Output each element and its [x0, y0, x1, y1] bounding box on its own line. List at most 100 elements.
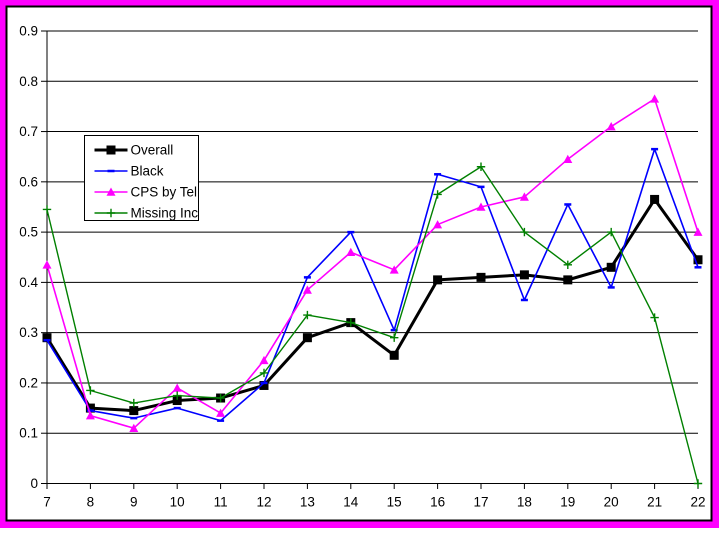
series-cps-by-tel-line: [46, 98, 699, 429]
x-tick-label: 15: [387, 495, 402, 510]
cps-by-tel-triangle-marker: [606, 122, 616, 131]
cps-by-tel-triangle-marker: [433, 220, 443, 229]
black-dash-marker: [607, 286, 615, 289]
cps-by-tel-triangle-marker: [172, 383, 182, 392]
cps-by-tel-triangle-marker: [85, 411, 95, 420]
overall-square-marker: [389, 350, 399, 360]
x-tick-label: 18: [517, 495, 532, 510]
overall-square-marker: [650, 194, 660, 204]
overall-square-marker: [563, 275, 573, 285]
series-overall-line: [45, 197, 700, 413]
series-overall: [42, 194, 703, 416]
x-tick-label: 7: [43, 495, 51, 510]
overall-square-marker: [129, 406, 139, 416]
overall-square-marker: [85, 403, 95, 413]
missing-inc-plus-marker: [520, 227, 529, 237]
black-dash-marker: [390, 328, 398, 332]
gridlines: [47, 30, 698, 434]
legend-item-missing-inc: Missing Inc: [94, 206, 199, 221]
missing-inc-plus-marker: [476, 162, 486, 171]
legend-item-cps-by-tel: CPS by Tel: [94, 185, 197, 200]
y-tick-label: 0: [30, 476, 38, 491]
legend-missing-inc-plus-marker: [106, 208, 116, 218]
x-tick-label: 14: [343, 495, 359, 510]
y-tick-label: 0.8: [19, 74, 38, 89]
x-tick-label: 12: [256, 495, 271, 510]
missing-inc-plus-marker: [693, 479, 703, 488]
black-dash-marker: [347, 230, 355, 234]
series-missing-inc: [42, 162, 703, 488]
legend-item-black: Black: [94, 164, 164, 179]
overall-square-marker: [476, 272, 486, 282]
legend: Overall Black CPS by Tel Missing Inc: [84, 135, 199, 221]
cps-by-tel-triangle-marker: [563, 154, 573, 164]
overall-square-marker: [693, 255, 703, 265]
x-tick-label: 21: [647, 495, 662, 510]
series-cps-by-tel: [42, 94, 703, 432]
y-tick-label: 0.4: [19, 275, 38, 290]
legend-cps-by-tel-triangle-marker: [106, 187, 116, 196]
x-tick-label: 17: [473, 495, 488, 510]
y-tick-label: 0.6: [19, 174, 38, 189]
black-dash-marker: [564, 203, 572, 206]
missing-inc-plus-marker: [607, 227, 616, 237]
legend-overall-square-marker: [106, 145, 116, 155]
missing-inc-plus-marker: [129, 398, 138, 408]
y-tick-label: 0.1: [19, 426, 38, 441]
overall-square-marker: [519, 270, 529, 280]
series-black-line: [46, 148, 699, 422]
x-tick-label: 13: [300, 495, 315, 510]
black-dash-marker: [694, 266, 702, 269]
x-tick-label: 10: [170, 495, 185, 510]
legend-item-overall: Overall: [94, 143, 174, 158]
y-tick-label: 0.3: [19, 325, 38, 340]
black-dash-marker: [43, 338, 51, 342]
missing-inc-plus-marker: [173, 391, 182, 400]
missing-inc-plus-marker: [563, 260, 572, 269]
black-dash-marker: [130, 416, 138, 420]
cps-by-tel-triangle-marker: [302, 285, 312, 294]
black-dash-marker: [303, 276, 311, 279]
black-dash-marker: [651, 147, 659, 151]
overall-square-marker: [606, 262, 616, 272]
black-dash-marker: [477, 185, 485, 189]
y-tick-label: 0.7: [19, 124, 38, 139]
inner-border: [5, 5, 713, 522]
x-tick-label: 9: [130, 495, 138, 510]
axis-ticks: 0 0.1 0.2 0.3 0.4 0.5 0.6 0.7 0.8 0.9 7 8 9 10 11 12 13 1…: [19, 24, 705, 510]
overall-square-marker: [433, 275, 443, 285]
cps-by-tel-triangle-marker: [476, 202, 486, 211]
y-tick-label: 0.9: [19, 24, 38, 39]
legend-label-black: Black: [131, 164, 164, 179]
x-tick-label: 11: [214, 495, 228, 510]
missing-inc-plus-marker: [259, 368, 269, 378]
missing-inc-plus-marker: [86, 386, 95, 395]
missing-inc-plus-marker: [42, 205, 52, 214]
overall-square-marker: [42, 333, 52, 343]
x-tick-label: 22: [690, 495, 705, 510]
x-tick-label: 19: [560, 495, 575, 510]
black-dash-marker: [86, 409, 94, 412]
black-dash-marker: [520, 298, 528, 302]
series-black: [43, 147, 702, 422]
black-dash-marker: [260, 381, 268, 385]
missing-inc-plus-marker: [346, 318, 355, 327]
cps-by-tel-triangle-marker: [519, 192, 529, 201]
overall-square-marker: [302, 333, 312, 343]
missing-inc-plus-marker: [433, 190, 442, 199]
x-tick-label: 20: [604, 495, 619, 510]
legend-label-missing-inc: Missing Inc: [131, 206, 199, 221]
missing-inc-plus-marker: [216, 393, 225, 403]
legend-label-overall: Overall: [131, 143, 174, 158]
cps-by-tel-triangle-marker: [259, 355, 269, 365]
black-dash-marker: [434, 173, 442, 176]
missing-inc-plus-marker: [303, 310, 312, 320]
black-dash-marker: [217, 419, 225, 422]
missing-inc-plus-marker: [390, 333, 399, 342]
cps-by-tel-triangle-marker: [693, 227, 703, 236]
cps-by-tel-triangle-marker: [129, 423, 139, 432]
cps-by-tel-triangle-marker: [346, 247, 356, 257]
y-tick-label: 0.2: [19, 375, 38, 390]
